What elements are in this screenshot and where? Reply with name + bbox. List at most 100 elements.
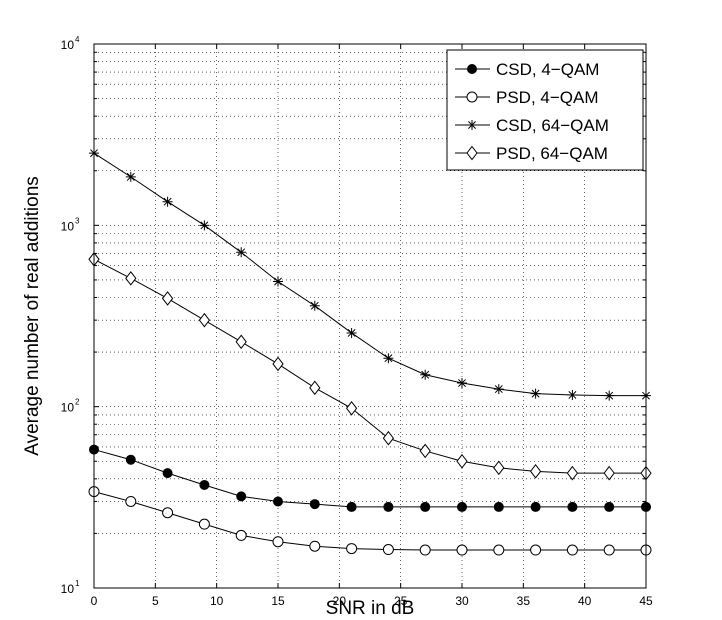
data-point	[567, 389, 578, 400]
data-point	[162, 196, 173, 207]
series-line	[93, 258, 646, 474]
x-tick-label: 40	[578, 594, 592, 608]
series-0	[89, 444, 651, 512]
data-point	[419, 544, 431, 556]
data-point	[198, 312, 211, 328]
y-tick-label-base: 10	[61, 582, 75, 596]
x-tick-label: 10	[210, 594, 224, 608]
x-tick-label: 25	[394, 594, 408, 608]
y-tick-label-exponent: 1	[75, 579, 80, 588]
series-1	[88, 486, 652, 556]
data-point	[420, 501, 431, 512]
data-point	[603, 544, 615, 556]
x-axis-title: SNR in dB	[326, 598, 415, 619]
data-point	[199, 220, 210, 231]
x-tick-label: 35	[517, 594, 531, 608]
data-point	[566, 465, 579, 481]
y-axis-title: Average number of real additions	[22, 176, 43, 456]
data-point	[383, 353, 394, 364]
legend-entry-0: CSD, 4−QAM	[455, 60, 599, 79]
data-point	[309, 540, 321, 552]
data-point	[236, 491, 247, 502]
legend-entry-2: CSD, 64−QAM	[455, 116, 609, 135]
data-point	[273, 496, 283, 507]
data-point	[125, 495, 137, 507]
data-point	[530, 544, 542, 556]
data-point	[419, 443, 431, 459]
series-2	[89, 148, 651, 401]
data-point	[529, 464, 542, 479]
data-point	[345, 400, 358, 416]
data-point	[346, 543, 358, 555]
x-tick-label: 30	[455, 594, 469, 608]
legend-label: CSD, 64−QAM	[496, 116, 609, 135]
data-point	[273, 276, 283, 287]
data-point	[125, 171, 136, 182]
data-point	[272, 536, 284, 548]
y-tick-label-base: 10	[61, 401, 75, 415]
data-point	[603, 465, 615, 481]
legend-marker	[466, 91, 478, 103]
data-point	[604, 501, 615, 512]
data-point	[383, 501, 394, 512]
data-point	[346, 501, 357, 512]
legend-marker	[467, 64, 477, 74]
legend-marker	[467, 120, 477, 130]
data-point	[566, 544, 578, 556]
x-tick-label: 45	[639, 594, 653, 608]
data-point	[604, 390, 615, 401]
y-tick-label-base: 10	[61, 38, 75, 52]
data-point	[346, 327, 357, 338]
x-tick-label: 15	[271, 594, 285, 608]
x-tick-label: 0	[91, 594, 98, 608]
data-point	[236, 247, 247, 258]
data-point	[125, 271, 137, 286]
data-point	[309, 300, 320, 311]
data-point	[567, 501, 578, 512]
series-layer	[88, 148, 652, 556]
legend-label: PSD, 64−QAM	[496, 144, 608, 163]
data-point	[309, 499, 320, 510]
data-point	[457, 501, 467, 512]
data-point	[382, 430, 395, 446]
y-tick-label-exponent: 2	[75, 398, 80, 407]
series-3	[88, 251, 652, 481]
data-point	[382, 544, 394, 556]
data-point	[198, 518, 210, 530]
legend-entry-1: PSD, 4−QAM	[455, 88, 599, 107]
data-point	[457, 378, 467, 389]
data-point	[493, 384, 504, 395]
y-tick-label-exponent: 3	[75, 216, 80, 225]
series-line	[93, 449, 646, 508]
data-point	[125, 454, 136, 465]
data-point	[420, 369, 431, 380]
legend-label: CSD, 4−QAM	[496, 60, 599, 79]
data-point	[456, 453, 468, 469]
data-point	[162, 507, 174, 519]
x-tick-label: 20	[333, 594, 347, 608]
series-line	[93, 491, 646, 551]
legend-box	[446, 49, 644, 171]
plot-frame	[93, 43, 647, 589]
data-point	[161, 291, 174, 306]
data-point	[456, 544, 468, 556]
series-line	[93, 152, 646, 397]
legend-label: PSD, 4−QAM	[496, 88, 599, 107]
data-point	[530, 501, 541, 512]
data-point	[272, 356, 284, 372]
grid	[94, 44, 646, 588]
data-point	[309, 380, 321, 396]
data-point	[235, 334, 247, 350]
data-point	[235, 529, 247, 541]
data-point	[493, 544, 505, 556]
x-tick-label: 5	[152, 594, 159, 608]
data-point	[162, 468, 173, 479]
data-point	[493, 460, 505, 476]
y-tick-label-exponent: 4	[75, 35, 80, 44]
legend: CSD, 4−QAM PSD, 4−QAM CSD, 64−QAM PSD, 64−Q…	[446, 49, 644, 171]
data-point	[493, 501, 504, 512]
data-point	[530, 388, 541, 399]
data-point	[199, 479, 210, 490]
